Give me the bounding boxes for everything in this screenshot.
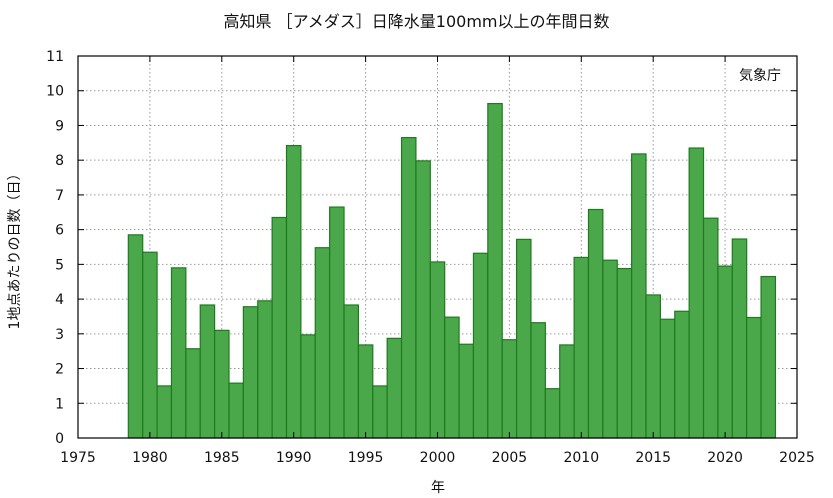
bar-1987: [257, 300, 273, 439]
bar-2001: [458, 343, 475, 439]
x-axis-title: 年: [431, 480, 445, 496]
bar-1997: [400, 137, 417, 439]
axis-ticks: [77, 55, 798, 439]
y-tick-labels: 0 1 2 3 4 5 6 7 8 9 10 11: [46, 49, 64, 447]
bar-2013: [631, 153, 647, 439]
bars: [127, 102, 777, 439]
x-tick-label: 2000: [420, 450, 456, 466]
x-tick-label: 1995: [348, 450, 384, 466]
x-tick-label: 2020: [707, 450, 743, 466]
y-tick-label: 4: [55, 292, 64, 308]
x-tick-label: 1985: [204, 450, 240, 466]
bar-1981: [170, 267, 187, 439]
bar-1985: [228, 382, 244, 439]
bar-2003: [487, 102, 503, 439]
bar-2004: [501, 339, 518, 439]
bar-2000: [444, 316, 460, 439]
y-tick-label: 8: [55, 153, 64, 169]
bar-2022: [760, 275, 777, 439]
y-tick-label: 0: [55, 431, 64, 447]
y-tick-label: 6: [55, 223, 64, 239]
bar-1988: [271, 216, 288, 439]
x-tick-label: 1975: [60, 450, 96, 466]
y-tick-label: 5: [55, 257, 64, 273]
bar-2009: [573, 256, 590, 439]
bar-1996: [386, 337, 403, 439]
x-tick-label: 1980: [132, 450, 168, 466]
bar-2008: [559, 344, 575, 439]
x-tick-label: 2005: [492, 450, 528, 466]
bar-2012: [616, 267, 633, 439]
bar-1991: [314, 247, 331, 439]
bar-1992: [329, 206, 345, 439]
bar-2005: [515, 238, 532, 439]
y-tick-label: 2: [55, 362, 64, 378]
bar-1978: [127, 234, 144, 439]
bar-1980: [156, 385, 173, 439]
bar-1986: [242, 306, 259, 439]
bar-1990: [300, 334, 316, 439]
bar-1983: [199, 304, 216, 439]
x-tick-labels: 1975 1980 1985 1990 1995 2000 2005 2010 2015 2020…: [60, 450, 815, 466]
source-label: 気象庁: [739, 68, 781, 84]
bar-1984: [214, 329, 230, 439]
chart-title: 高知県 ［アメダス］日降水量100mm以上の年間日数: [223, 12, 610, 31]
bar-2006: [530, 322, 546, 439]
bar-1989: [285, 144, 302, 439]
bar-2016: [674, 310, 690, 439]
bar-1979: [142, 251, 158, 439]
bar-2010: [587, 208, 604, 439]
bar-2007: [544, 388, 561, 439]
bar-1995: [372, 385, 388, 439]
y-tick-label: 3: [55, 327, 64, 343]
y-tick-label: 9: [55, 118, 64, 134]
bar-1993: [343, 304, 360, 439]
x-tick-label: 2010: [563, 450, 599, 466]
bar-2017: [688, 147, 705, 439]
bar-1982: [185, 348, 201, 439]
y-tick-label: 7: [55, 188, 64, 204]
y-tick-label: 11: [46, 49, 64, 65]
bar-1998: [415, 160, 431, 439]
bar-2021: [746, 316, 762, 439]
x-tick-label: 2015: [635, 450, 671, 466]
bar-1994: [357, 344, 374, 439]
y-tick-label: 1: [55, 396, 64, 412]
bar-2002: [472, 252, 489, 439]
bar-2020: [731, 238, 748, 439]
bar-1999: [429, 261, 446, 439]
bar-2015: [659, 318, 676, 439]
x-tick-label: 2025: [779, 450, 815, 466]
y-tick-label: 10: [46, 84, 64, 100]
bar-2018: [702, 217, 719, 439]
bar-2019: [717, 265, 733, 439]
x-tick-label: 1990: [276, 450, 312, 466]
y-axis-title: 1地点あたりの日数（日）: [7, 166, 23, 330]
bar-2014: [645, 294, 661, 439]
bar-2011: [602, 259, 618, 439]
